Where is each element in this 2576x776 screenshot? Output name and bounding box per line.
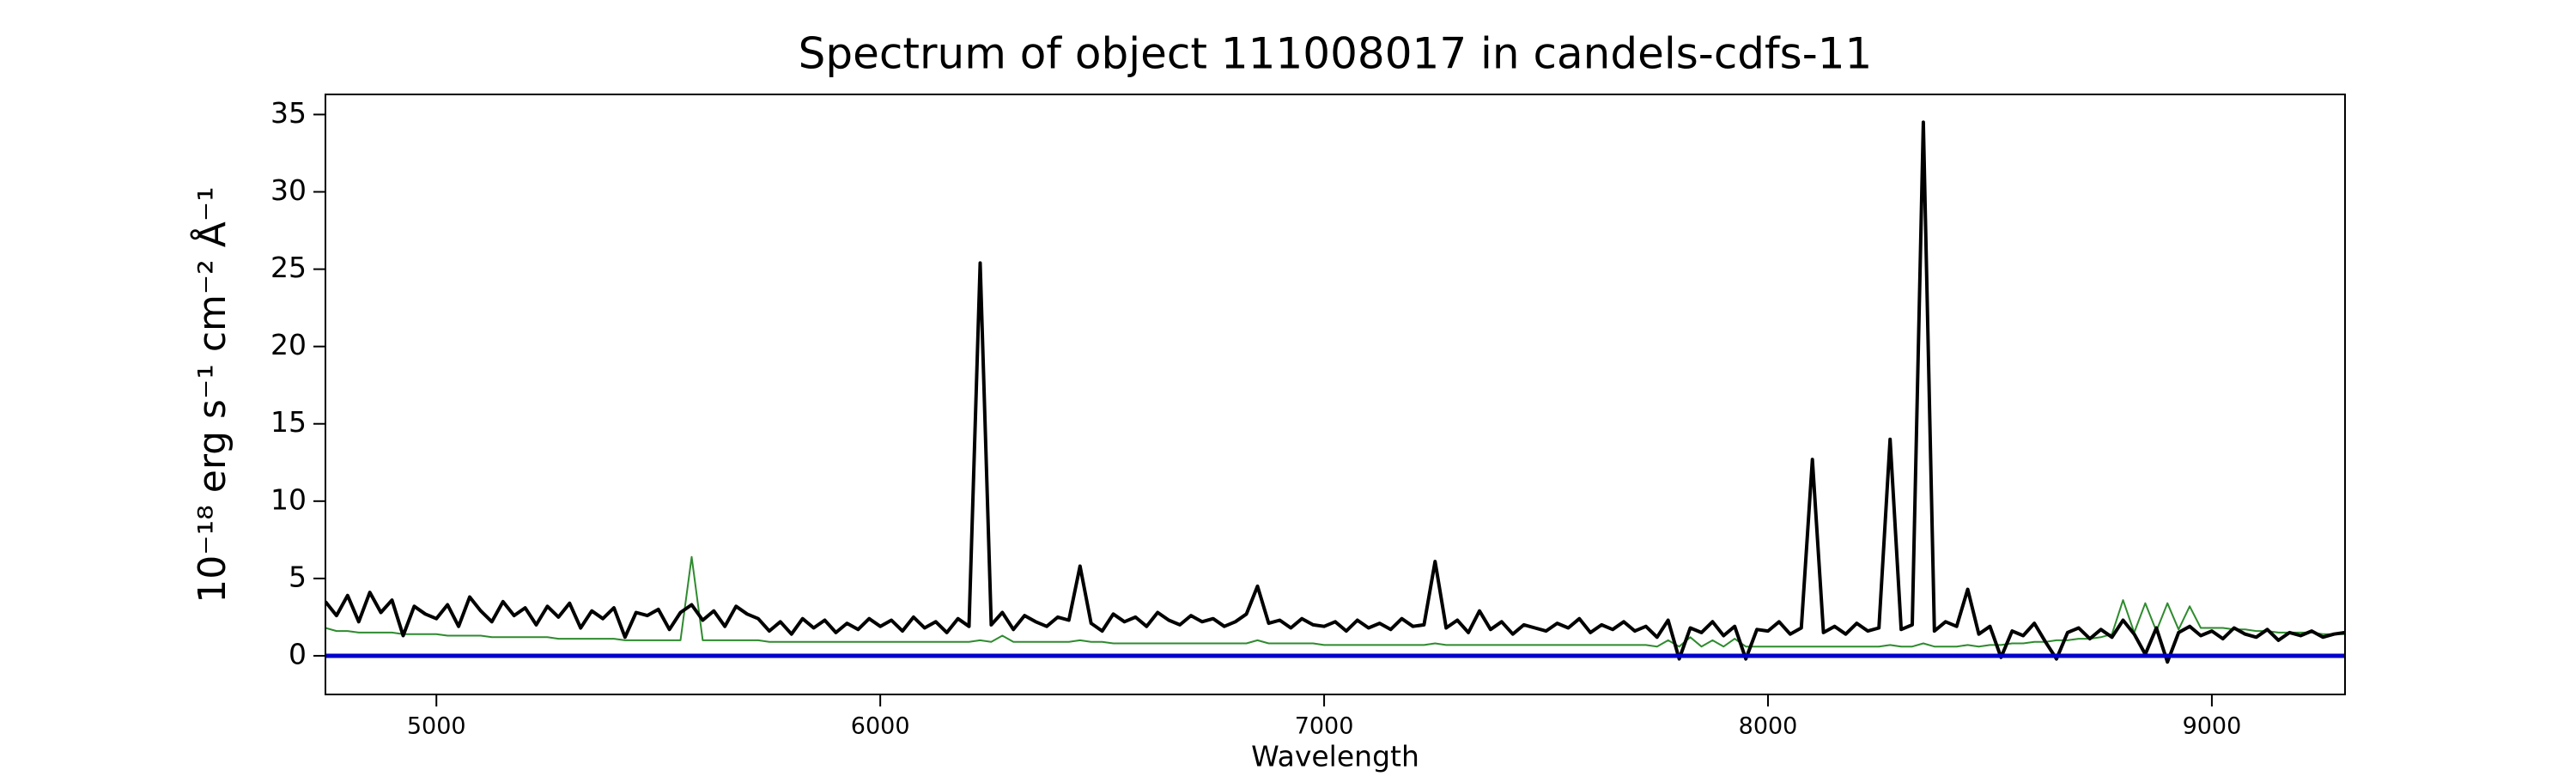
chart-title: Spectrum of object 111008017 in candels-… [799,29,1873,79]
x-tick-label: 7000 [1295,713,1354,740]
x-tick-label: 6000 [851,713,910,740]
x-axis-label: Wavelength [1251,740,1419,773]
y-tick-label: 10 [270,482,307,516]
y-tick-label: 5 [289,560,307,593]
plot-frame [325,94,2346,695]
x-tick-label: 9000 [2183,713,2242,740]
y-tick-label: 35 [270,96,307,130]
y-tick-label: 30 [270,173,307,207]
y-axis-label: 10⁻¹⁸ erg s⁻¹ cm⁻² Å⁻¹ [189,186,234,603]
x-tick-label: 5000 [407,713,466,740]
y-tick-label: 15 [270,405,307,439]
spectrum-line [325,120,2345,664]
y-tick-label: 20 [270,328,307,361]
y-tick-label: 25 [270,251,307,284]
x-tick-label: 8000 [1739,713,1798,740]
y-tick-label: 0 [289,637,307,670]
